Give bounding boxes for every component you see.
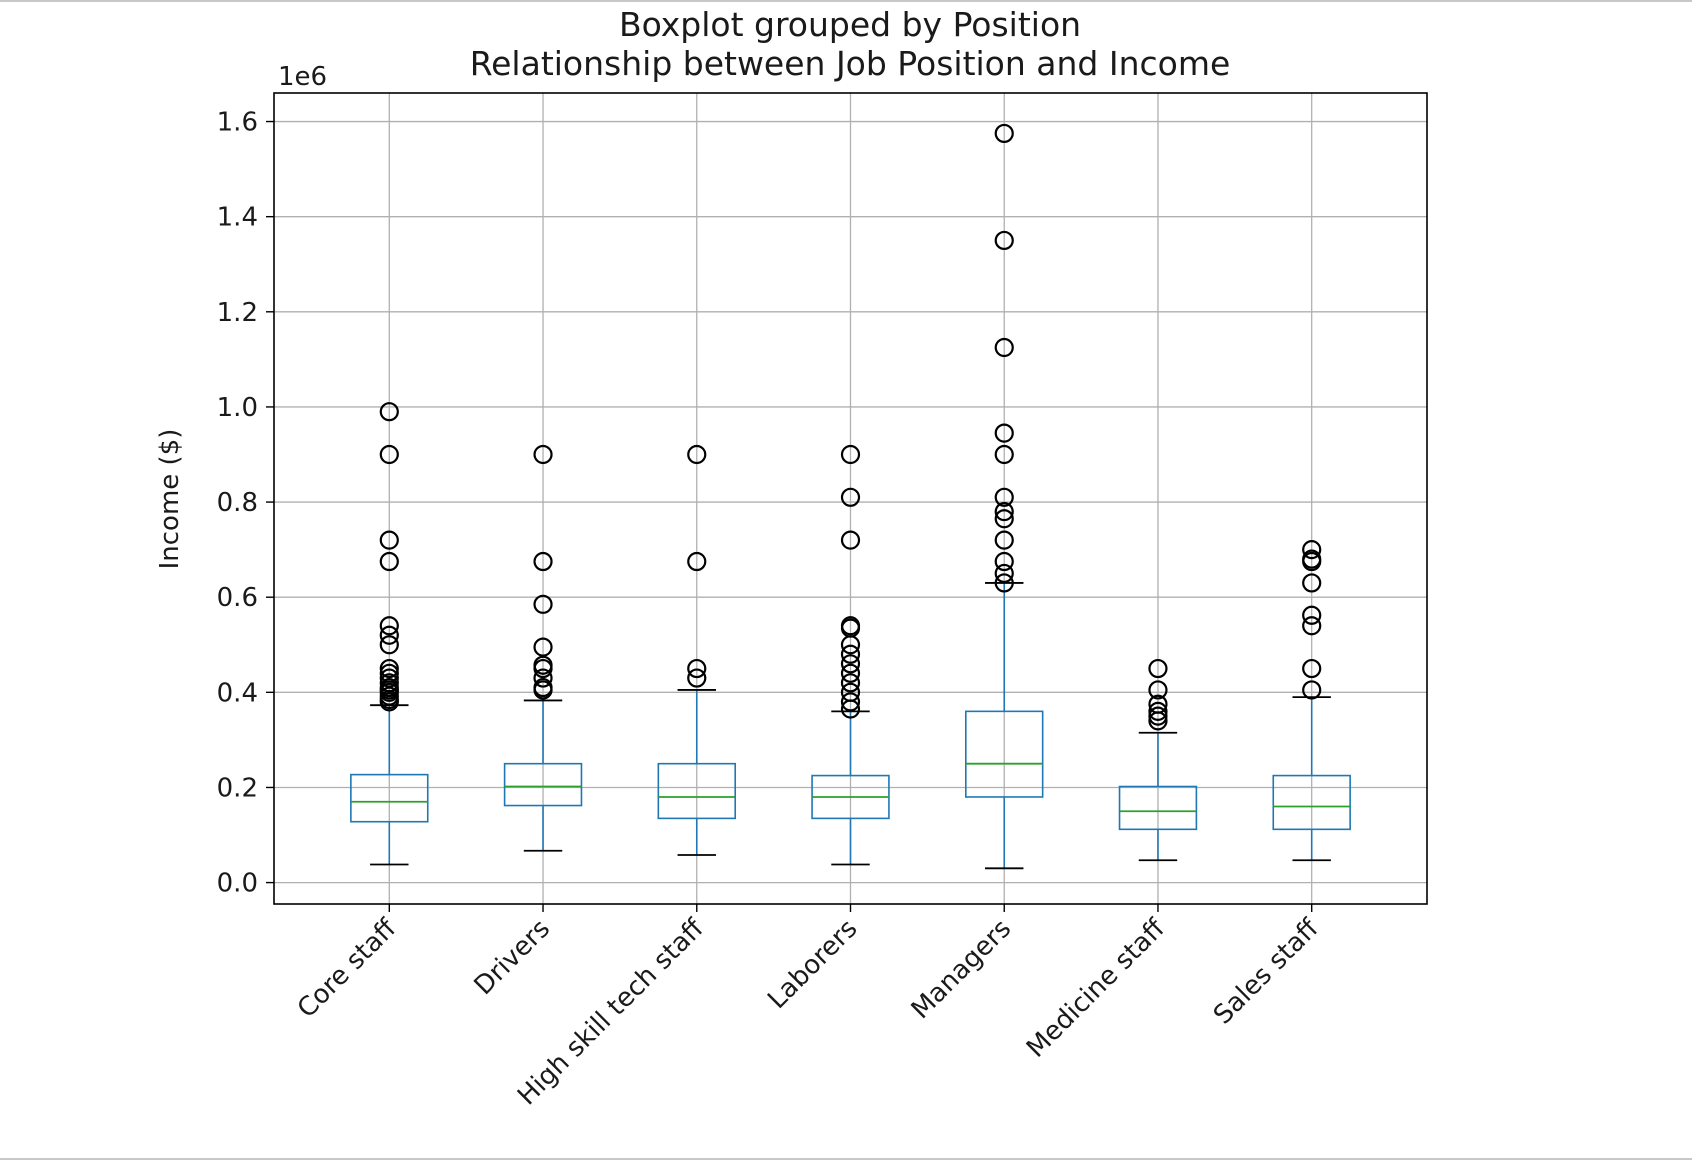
outlier-point [1302,616,1322,636]
x-tick-label: Medicine staff [1021,913,1172,1064]
y-axis-ticks: 0.0 0.2 0.4 0.6 0.8 1.0 1.2 1.4 1.6 [217,108,274,899]
outlier-point [1302,573,1322,593]
grid-layer [274,93,1427,904]
box-group [811,444,890,866]
outlier-point [840,616,861,636]
outlier-point [994,487,1014,507]
outlier-point [840,530,861,550]
y-tick-label: 1.0 [217,393,258,423]
outlier-point [840,692,861,712]
outlier-point [379,668,399,688]
box-group [503,444,583,852]
outlier-point [994,509,1014,529]
outlier-point [533,668,553,688]
box-group [1272,540,1351,862]
outlier-point [994,573,1014,593]
outlier-point [1302,540,1322,560]
outlier-point [1302,658,1322,679]
x-tick-label: Core staff [292,913,403,1024]
outlier-point [1302,680,1322,700]
outlier-point [840,673,861,693]
iqr-box [350,773,429,823]
y-offset-label: 1e6 [278,62,327,92]
box-group [350,402,429,866]
outlier-point [687,444,707,465]
outlier-point [994,230,1014,251]
x-tick-label: Laborers [762,914,863,1015]
outlier-point [994,530,1014,550]
outlier-point [840,487,861,507]
outlier-point [1148,701,1168,721]
outlier-point [994,337,1014,358]
outlier-point [1302,605,1322,625]
y-tick-label: 1.6 [217,108,258,138]
outlier-point [1302,549,1322,569]
y-axis-label: Income ($) [155,429,185,570]
outlier-point [994,563,1014,584]
outlier-point [379,444,399,465]
outlier-point [533,594,553,614]
outlier-point [840,444,861,465]
outlier-point [687,658,707,679]
x-tick-label: Managers [906,914,1017,1025]
box-group [964,123,1044,870]
iqr-box [964,710,1044,798]
outlier-point [533,677,553,698]
y-tick-label: 1.4 [217,203,258,233]
chart-subtitle: Relationship between Job Position and In… [470,44,1231,83]
outlier-point [840,644,861,664]
iqr-box [1272,774,1351,831]
outlier-point [994,551,1014,572]
box-group [1118,658,1198,862]
plot-area-frame [273,92,1428,905]
outlier-point [379,625,399,645]
outlier-point [994,423,1014,443]
iqr-box [1118,785,1198,831]
y-tick-label: 0.0 [217,869,258,899]
outlier-point [840,654,861,674]
y-tick-label: 0.2 [217,773,258,803]
outlier-point [533,444,553,465]
outlier-point [687,551,707,572]
outlier-point [379,551,399,572]
iqr-box [657,762,736,820]
outlier-point [379,402,399,422]
outlier-point [379,658,399,679]
y-tick-label: 1.2 [217,298,258,328]
iqr-box [503,762,583,807]
outlier-point [379,635,399,655]
outlier-point [1148,694,1168,714]
outlier-point [379,673,399,693]
y-tick-label: 0.8 [217,488,258,518]
outlier-point [379,616,399,636]
outlier-point [994,501,1014,522]
chart-title: Boxplot grouped by Position [619,5,1081,44]
outlier-point [533,637,553,657]
y-tick-label: 0.6 [217,583,258,613]
x-tick-label: Sales staff [1208,913,1325,1030]
outlier-point [533,551,553,572]
outlier-point [840,682,861,702]
outlier-point [994,123,1014,144]
outlier-point [379,530,399,550]
outlier-point [1148,658,1168,679]
outlier-point [1148,680,1168,700]
boxes-layer [350,123,1351,870]
outlier-point [994,444,1014,465]
outlier-point [379,677,399,698]
outlier-point [687,668,707,688]
outlier-point [379,663,399,683]
y-tick-label: 0.4 [217,678,258,708]
outlier-point [1148,706,1168,726]
outlier-point [840,663,861,683]
x-tick-label: Drivers [469,914,556,1001]
box-group [657,444,736,856]
